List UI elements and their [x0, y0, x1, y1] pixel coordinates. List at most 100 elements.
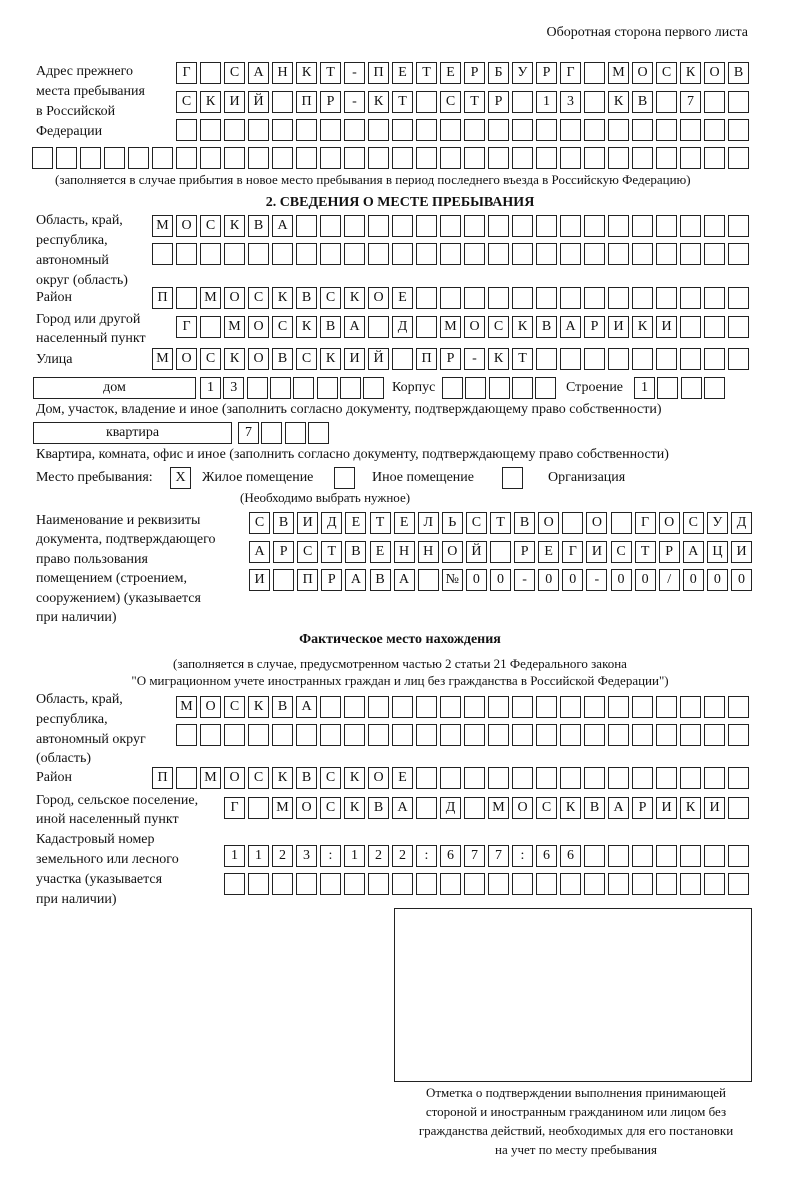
char-cell[interactable]: К: [296, 62, 317, 84]
char-cell[interactable]: [512, 696, 533, 718]
char-cell[interactable]: №: [441, 569, 463, 591]
char-cell[interactable]: [392, 147, 413, 169]
char-cell[interactable]: К: [272, 287, 293, 309]
char-cell[interactable]: Т: [464, 91, 485, 113]
char-cell[interactable]: [608, 348, 629, 370]
char-cell[interactable]: К: [320, 348, 341, 370]
char-cell[interactable]: [703, 377, 725, 399]
char-cell[interactable]: [680, 215, 701, 237]
char-cell[interactable]: [560, 767, 581, 789]
char-cell[interactable]: -: [586, 569, 608, 591]
char-cell[interactable]: Г: [634, 512, 656, 534]
char-cell[interactable]: [344, 696, 365, 718]
char-cell[interactable]: [728, 91, 749, 113]
char-cell[interactable]: [224, 724, 245, 746]
char-cell[interactable]: С: [440, 91, 461, 113]
char-cell[interactable]: Е: [369, 541, 391, 563]
char-cell[interactable]: 3: [296, 845, 317, 867]
char-cell[interactable]: А: [608, 797, 629, 819]
char-cell[interactable]: [440, 767, 461, 789]
char-cell[interactable]: Е: [345, 512, 367, 534]
char-cell[interactable]: [704, 845, 725, 867]
char-cell[interactable]: :: [512, 845, 533, 867]
char-cell[interactable]: [339, 377, 361, 399]
char-cell[interactable]: Е: [392, 62, 413, 84]
char-cell[interactable]: [536, 147, 557, 169]
char-cell[interactable]: [248, 147, 269, 169]
char-cell[interactable]: К: [224, 215, 245, 237]
char-cell[interactable]: О: [224, 767, 245, 789]
char-cell[interactable]: [656, 696, 677, 718]
char-cell[interactable]: 0: [610, 569, 632, 591]
char-cell[interactable]: Н: [272, 62, 293, 84]
char-cell[interactable]: [488, 215, 509, 237]
char-cell[interactable]: [584, 147, 605, 169]
char-cell[interactable]: [680, 873, 701, 895]
char-cell[interactable]: 0: [731, 569, 752, 591]
char-cell[interactable]: :: [320, 845, 341, 867]
char-cell[interactable]: [608, 215, 629, 237]
char-cell[interactable]: [728, 215, 749, 237]
char-cell[interactable]: [632, 215, 653, 237]
char-cell[interactable]: О: [176, 348, 197, 370]
char-cell[interactable]: О: [586, 512, 608, 534]
char-cell[interactable]: О: [248, 316, 269, 338]
char-cell[interactable]: Р: [658, 541, 680, 563]
char-cell[interactable]: [464, 696, 485, 718]
char-cell[interactable]: 1: [200, 377, 221, 399]
char-cell[interactable]: С: [610, 541, 632, 563]
char-cell[interactable]: [488, 147, 509, 169]
char-cell[interactable]: [416, 797, 437, 819]
char-cell[interactable]: И: [224, 91, 245, 113]
char-cell[interactable]: [704, 119, 725, 141]
char-cell[interactable]: Р: [632, 797, 653, 819]
char-cell[interactable]: [728, 316, 749, 338]
char-cell[interactable]: [248, 119, 269, 141]
char-cell[interactable]: [562, 512, 584, 534]
char-cell[interactable]: [728, 767, 749, 789]
char-cell[interactable]: [704, 873, 725, 895]
char-cell[interactable]: [584, 845, 605, 867]
char-cell[interactable]: [632, 696, 653, 718]
char-cell[interactable]: П: [297, 569, 319, 591]
char-cell[interactable]: [704, 147, 725, 169]
char-cell[interactable]: [560, 873, 581, 895]
char-cell[interactable]: 1: [344, 845, 365, 867]
char-cell[interactable]: [560, 696, 581, 718]
char-cell[interactable]: [656, 845, 677, 867]
char-cell[interactable]: А: [345, 569, 367, 591]
char-cell[interactable]: 0: [706, 569, 728, 591]
char-cell[interactable]: К: [512, 316, 533, 338]
char-cell[interactable]: Е: [538, 541, 560, 563]
char-cell[interactable]: 6: [440, 845, 461, 867]
char-cell[interactable]: [656, 215, 677, 237]
char-cell[interactable]: К: [272, 767, 293, 789]
char-cell[interactable]: [104, 147, 125, 169]
char-cell[interactable]: [392, 243, 413, 265]
char-cell[interactable]: Р: [464, 62, 485, 84]
char-cell[interactable]: [512, 119, 533, 141]
char-cell[interactable]: [176, 147, 197, 169]
char-cell[interactable]: [536, 215, 557, 237]
char-cell[interactable]: [176, 243, 197, 265]
char-cell[interactable]: [584, 767, 605, 789]
char-cell[interactable]: [296, 724, 317, 746]
char-cell[interactable]: В: [273, 512, 295, 534]
char-cell[interactable]: [632, 287, 653, 309]
char-cell[interactable]: А: [682, 541, 704, 563]
char-cell[interactable]: 2: [272, 845, 293, 867]
char-cell[interactable]: 2: [392, 845, 413, 867]
char-cell[interactable]: [416, 287, 437, 309]
char-cell[interactable]: [680, 696, 701, 718]
char-cell[interactable]: [440, 873, 461, 895]
char-cell[interactable]: [416, 91, 437, 113]
char-cell[interactable]: [584, 724, 605, 746]
char-cell[interactable]: С: [200, 348, 221, 370]
char-cell[interactable]: К: [680, 797, 701, 819]
char-cell[interactable]: [261, 422, 283, 444]
char-cell[interactable]: 1: [536, 91, 557, 113]
char-cell[interactable]: [128, 147, 149, 169]
char-cell[interactable]: [728, 724, 749, 746]
char-cell[interactable]: [344, 215, 365, 237]
char-cell[interactable]: О: [512, 797, 533, 819]
